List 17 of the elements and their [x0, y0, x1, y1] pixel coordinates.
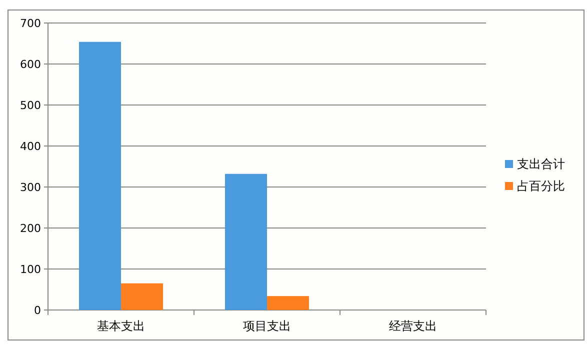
y-tick-label: 400	[20, 140, 41, 153]
bar	[121, 283, 163, 310]
y-tick-label: 500	[20, 98, 41, 112]
x-tick-label: 项目支出	[243, 319, 291, 333]
bar	[79, 42, 121, 310]
x-tick-label: 经营支出	[389, 319, 437, 333]
x-tick-label: 基本支出	[97, 319, 145, 333]
bar	[267, 296, 309, 310]
y-tick-label: 700	[20, 16, 41, 30]
y-tick-label: 0	[34, 304, 41, 317]
y-tick-label: 300	[20, 180, 41, 194]
y-tick-label: 600	[20, 58, 41, 71]
y-tick-label: 200	[20, 222, 41, 235]
legend-label: 支出合计	[517, 157, 565, 172]
y-tick-label: 100	[20, 262, 41, 276]
bar	[225, 174, 267, 310]
legend-label: 占百分比	[517, 179, 565, 194]
